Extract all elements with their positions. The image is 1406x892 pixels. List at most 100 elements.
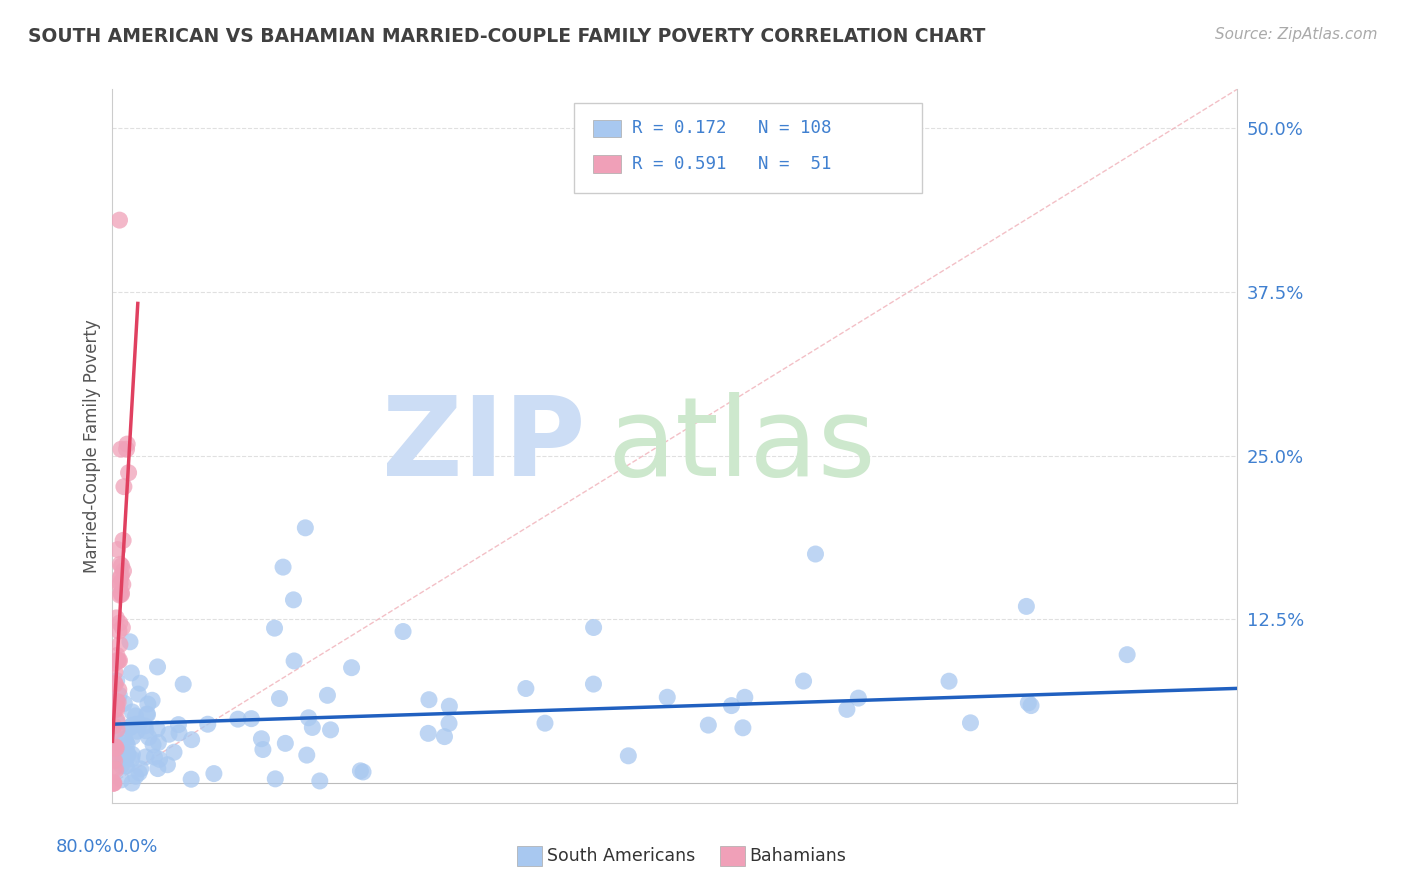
- Point: [115, 442, 138, 457]
- Point: [107, 654, 129, 668]
- Point: [111, 621, 134, 635]
- Point: [146, 660, 169, 674]
- Point: [138, 731, 160, 745]
- Point: [582, 677, 605, 691]
- Text: atlas: atlas: [607, 392, 876, 500]
- Point: [103, 776, 125, 790]
- Point: [1019, 698, 1042, 713]
- Point: [283, 654, 305, 668]
- Point: [264, 772, 287, 786]
- Point: [108, 588, 131, 602]
- Point: [250, 731, 273, 746]
- Point: [202, 766, 225, 780]
- Text: 0.0%: 0.0%: [112, 838, 157, 856]
- Point: [283, 592, 305, 607]
- Point: [167, 717, 190, 731]
- Point: [163, 745, 186, 759]
- Point: [103, 754, 125, 768]
- Point: [392, 624, 415, 639]
- Point: [136, 707, 159, 722]
- Point: [734, 690, 756, 705]
- Text: SOUTH AMERICAN VS BAHAMIAN MARRIED-COUPLE FAMILY POVERTY CORRELATION CHART: SOUTH AMERICAN VS BAHAMIAN MARRIED-COUPL…: [28, 27, 986, 45]
- Point: [534, 716, 557, 731]
- Point: [1015, 599, 1038, 614]
- Point: [180, 772, 202, 787]
- Point: [110, 758, 132, 772]
- Point: [105, 724, 128, 739]
- Point: [128, 717, 150, 731]
- Point: [731, 721, 754, 735]
- Point: [108, 624, 131, 638]
- Point: [340, 661, 363, 675]
- Point: [172, 677, 194, 691]
- Point: [167, 726, 190, 740]
- Point: [157, 727, 180, 741]
- Point: [240, 712, 263, 726]
- Point: [349, 764, 371, 778]
- Point: [101, 776, 124, 790]
- Point: [127, 687, 149, 701]
- Text: R = 0.172   N = 108: R = 0.172 N = 108: [633, 120, 831, 137]
- Point: [804, 547, 827, 561]
- Point: [1116, 648, 1139, 662]
- Point: [105, 723, 128, 737]
- Point: [110, 442, 132, 457]
- Point: [107, 682, 129, 697]
- Point: [938, 674, 960, 689]
- Point: [124, 709, 146, 723]
- Point: [111, 558, 134, 573]
- Point: [107, 653, 129, 667]
- Point: [295, 748, 318, 763]
- Point: [121, 752, 143, 766]
- Point: [115, 437, 138, 451]
- Point: [835, 702, 858, 716]
- Point: [115, 736, 138, 750]
- Point: [112, 480, 135, 494]
- Point: [142, 738, 165, 752]
- Text: South Americans: South Americans: [547, 847, 695, 864]
- Point: [105, 694, 128, 708]
- Point: [121, 776, 143, 790]
- Point: [125, 717, 148, 731]
- Point: [110, 772, 132, 787]
- Point: [271, 560, 294, 574]
- Point: [114, 732, 136, 747]
- Point: [108, 653, 131, 667]
- Point: [108, 578, 131, 592]
- Point: [121, 747, 143, 762]
- Point: [115, 758, 138, 772]
- Point: [105, 673, 128, 688]
- Point: [297, 711, 319, 725]
- Point: [135, 706, 157, 721]
- Point: [959, 715, 981, 730]
- Point: [115, 746, 138, 760]
- Y-axis label: Married-Couple Family Poverty: Married-Couple Family Poverty: [83, 319, 101, 573]
- Point: [352, 764, 374, 779]
- Point: [617, 748, 640, 763]
- Point: [111, 577, 134, 591]
- Point: [252, 742, 274, 756]
- Text: Source: ZipAtlas.com: Source: ZipAtlas.com: [1215, 27, 1378, 42]
- Point: [263, 621, 285, 635]
- Point: [657, 690, 679, 705]
- Point: [121, 718, 143, 732]
- Point: [316, 689, 339, 703]
- Point: [105, 713, 128, 727]
- Point: [112, 564, 135, 578]
- Point: [848, 691, 870, 706]
- Point: [121, 705, 143, 719]
- Point: [148, 752, 170, 766]
- Point: [301, 721, 323, 735]
- Point: [120, 720, 142, 734]
- Point: [108, 638, 131, 652]
- Point: [418, 726, 440, 740]
- Point: [105, 700, 128, 714]
- Point: [135, 750, 157, 764]
- Point: [105, 714, 128, 729]
- Point: [143, 750, 166, 764]
- Point: [720, 698, 742, 713]
- Point: [124, 769, 146, 783]
- Point: [103, 702, 125, 716]
- Text: 80.0%: 80.0%: [56, 838, 112, 856]
- Point: [111, 751, 134, 765]
